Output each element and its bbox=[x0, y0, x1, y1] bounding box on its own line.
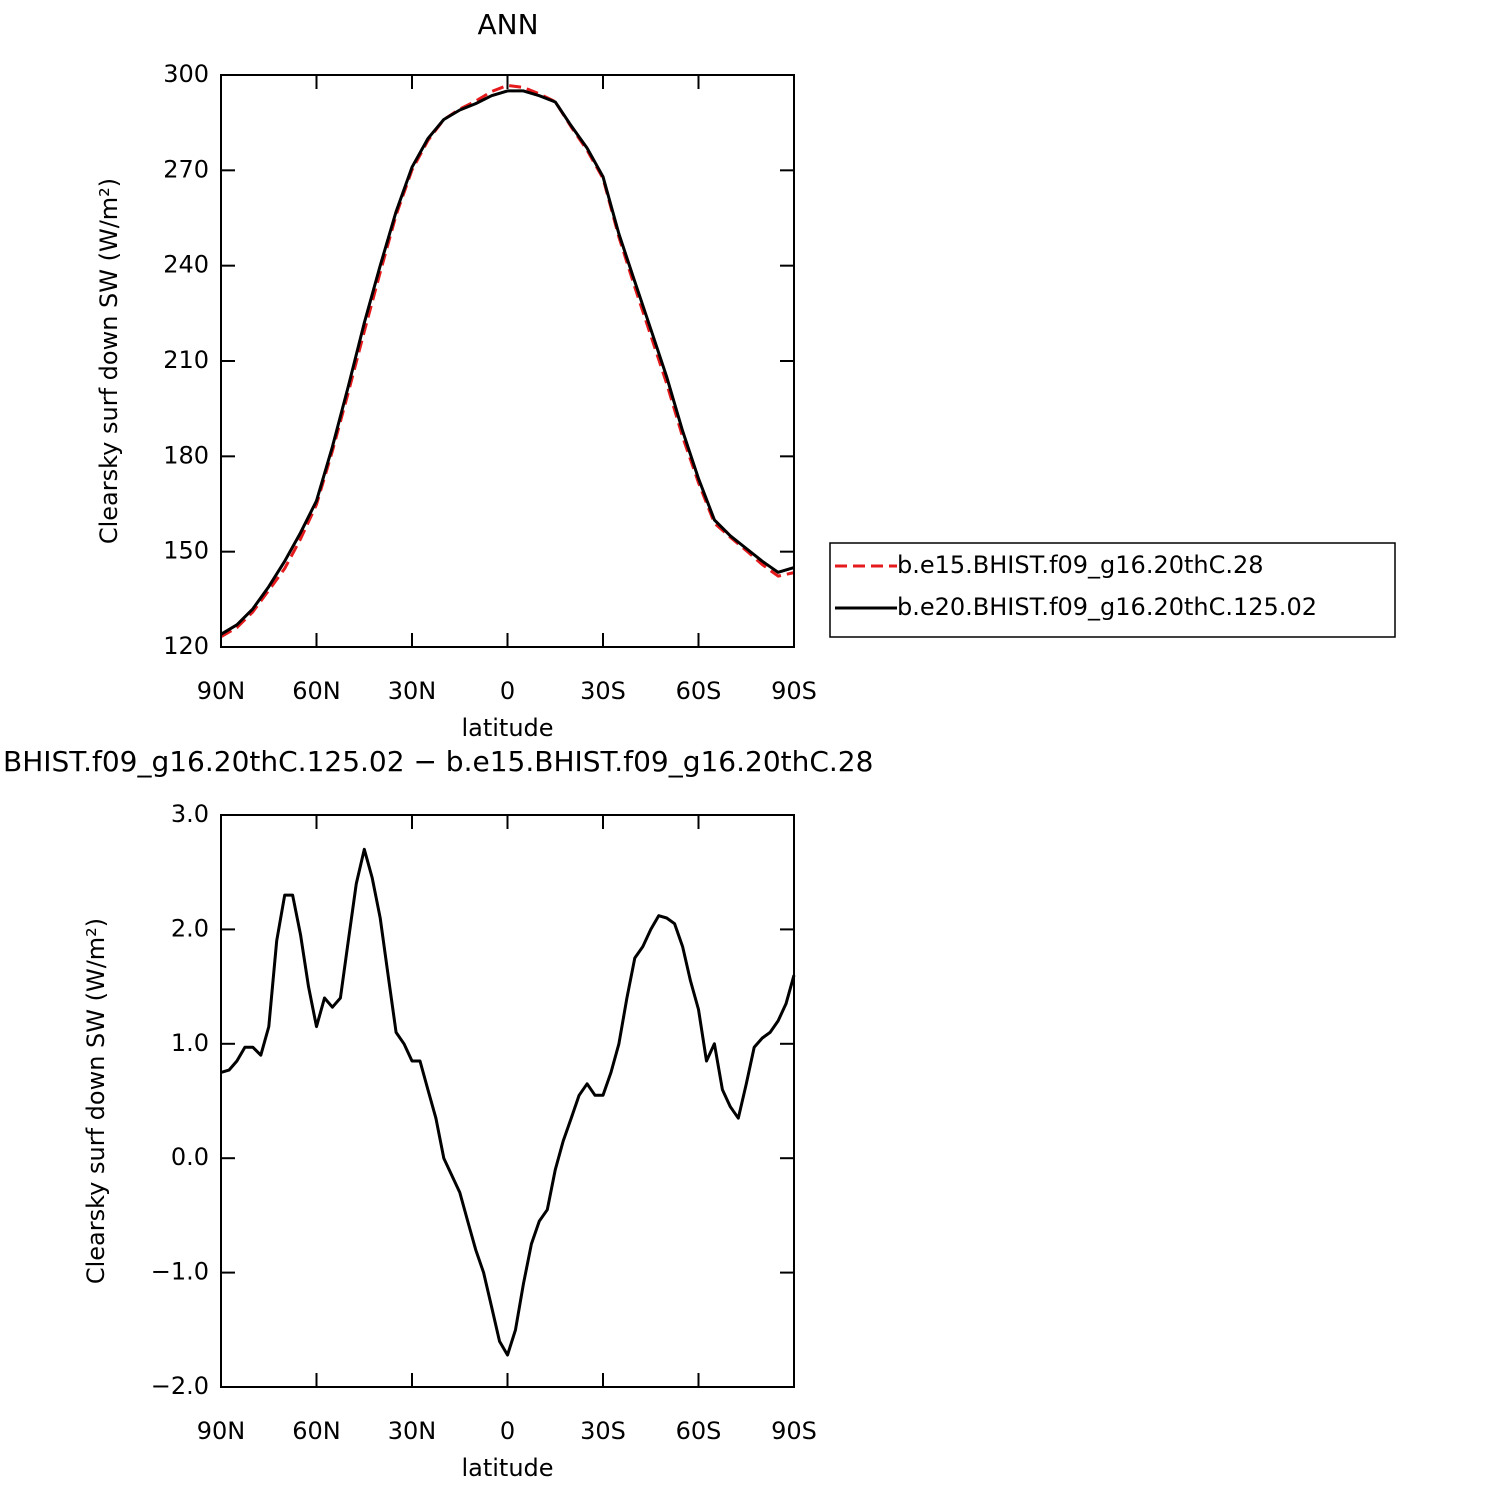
chart-title: BHIST.f09_g16.20thC.125.02 − b.e15.BHIST… bbox=[3, 745, 873, 778]
y-tick-label: 0.0 bbox=[171, 1143, 209, 1171]
y-tick-label: −1.0 bbox=[151, 1258, 209, 1286]
y-tick-label: 120 bbox=[163, 632, 209, 660]
y-tick-label: 1.0 bbox=[171, 1029, 209, 1057]
y-axis-label: Clearsky surf down SW (W/m²) bbox=[82, 918, 110, 1284]
x-tick-label: 90N bbox=[197, 1417, 246, 1445]
legend-label: b.e15.BHIST.f09_g16.20thC.28 bbox=[897, 551, 1264, 579]
y-tick-label: 3.0 bbox=[171, 800, 209, 828]
y-tick-label: −2.0 bbox=[151, 1372, 209, 1400]
legend-box bbox=[829, 542, 1396, 638]
y-tick-label: 2.0 bbox=[171, 914, 209, 942]
y-tick-label: 210 bbox=[163, 346, 209, 374]
x-tick-label: 30S bbox=[580, 677, 626, 705]
x-axis-label: latitude bbox=[461, 714, 553, 742]
plot-frame bbox=[220, 74, 795, 648]
chart-title: ANN bbox=[477, 8, 538, 41]
y-tick-label: 150 bbox=[163, 537, 209, 565]
x-tick-label: 60S bbox=[676, 677, 722, 705]
x-tick-label: 60N bbox=[292, 677, 341, 705]
data-line bbox=[220, 89, 795, 636]
y-axis-label: Clearsky surf down SW (W/m²) bbox=[95, 178, 123, 544]
x-tick-label: 90S bbox=[771, 677, 817, 705]
y-tick-label: 270 bbox=[163, 155, 209, 183]
data-line bbox=[220, 83, 795, 638]
y-tick-label: 240 bbox=[163, 251, 209, 279]
y-tick-label: 180 bbox=[163, 441, 209, 469]
x-axis-label: latitude bbox=[461, 1454, 553, 1482]
x-tick-label: 60N bbox=[292, 1417, 341, 1445]
x-tick-label: 30N bbox=[388, 1417, 437, 1445]
y-tick-label: 300 bbox=[163, 60, 209, 88]
x-tick-label: 0 bbox=[500, 1417, 515, 1445]
x-tick-label: 90S bbox=[771, 1417, 817, 1445]
legend-label: b.e20.BHIST.f09_g16.20thC.125.02 bbox=[897, 593, 1317, 621]
plot-frame bbox=[220, 814, 795, 1388]
data-line bbox=[220, 847, 796, 1357]
x-tick-label: 30S bbox=[580, 1417, 626, 1445]
x-tick-label: 60S bbox=[676, 1417, 722, 1445]
x-tick-label: 90N bbox=[197, 677, 246, 705]
x-tick-label: 30N bbox=[388, 677, 437, 705]
x-tick-label: 0 bbox=[500, 677, 515, 705]
